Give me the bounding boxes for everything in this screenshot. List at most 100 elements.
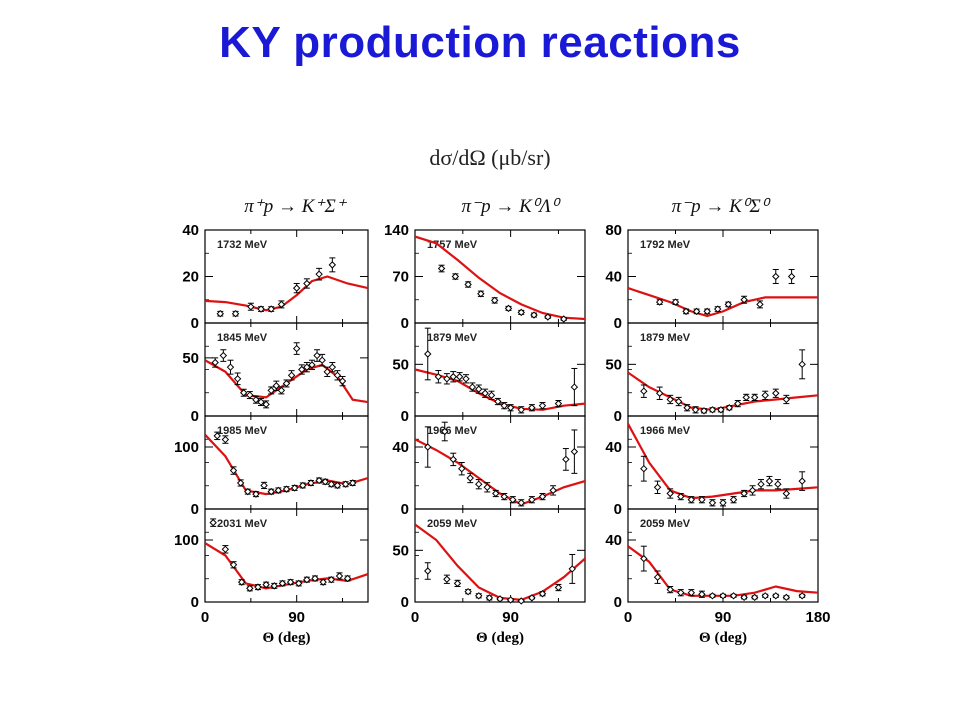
page-title: KY production reactions bbox=[219, 18, 741, 67]
data-marker bbox=[740, 593, 748, 602]
y-tick-label: 0 bbox=[191, 315, 199, 332]
data-point bbox=[740, 593, 748, 602]
data-marker bbox=[335, 572, 344, 580]
y-tick-label: 50 bbox=[605, 356, 622, 373]
data-point bbox=[254, 583, 262, 591]
data-point bbox=[475, 479, 483, 490]
data-marker bbox=[517, 308, 525, 317]
data-marker bbox=[278, 579, 287, 588]
data-point bbox=[257, 305, 265, 313]
energy-label: 1879 MeV bbox=[640, 332, 691, 344]
data-point bbox=[458, 462, 466, 476]
data-point bbox=[257, 398, 265, 407]
data-point bbox=[455, 372, 464, 382]
data-point bbox=[729, 495, 738, 504]
data-point bbox=[757, 479, 765, 490]
data-marker bbox=[687, 495, 696, 504]
data-point bbox=[677, 492, 685, 501]
data-marker bbox=[449, 455, 457, 464]
y-tick-label: 140 bbox=[384, 222, 409, 239]
data-point bbox=[538, 492, 547, 501]
data-marker bbox=[295, 579, 303, 588]
data-point bbox=[528, 594, 536, 602]
data-marker bbox=[692, 307, 701, 316]
data-marker bbox=[719, 592, 727, 600]
data-marker bbox=[500, 492, 508, 501]
data-marker bbox=[449, 373, 457, 381]
data-point bbox=[462, 374, 470, 384]
data-point bbox=[494, 397, 502, 406]
y-tick-label: 0 bbox=[401, 408, 409, 425]
data-point bbox=[343, 574, 352, 583]
x-tick-label: 90 bbox=[502, 609, 519, 626]
data-point bbox=[517, 499, 525, 507]
data-marker bbox=[299, 481, 307, 490]
data-marker bbox=[708, 406, 717, 414]
data-point bbox=[517, 406, 525, 414]
data-marker bbox=[653, 573, 662, 581]
data-marker bbox=[252, 396, 260, 404]
data-marker bbox=[290, 484, 299, 492]
data-marker bbox=[233, 375, 242, 383]
data-marker bbox=[451, 272, 460, 281]
data-point bbox=[490, 296, 499, 305]
data-marker bbox=[262, 400, 270, 409]
panel-0-0: 0 20 40 1732 MeV bbox=[182, 222, 369, 332]
data-marker bbox=[742, 393, 750, 402]
data-marker bbox=[490, 296, 499, 305]
data-point bbox=[240, 388, 248, 397]
data-point bbox=[729, 592, 738, 600]
data-point bbox=[772, 388, 780, 398]
data-point bbox=[319, 578, 327, 586]
y-tick-label: 0 bbox=[401, 594, 409, 611]
data-point bbox=[475, 384, 483, 394]
y-tick-label: 50 bbox=[392, 542, 409, 559]
data-marker bbox=[303, 575, 311, 584]
data-marker bbox=[213, 432, 221, 440]
energy-label: 1757 MeV bbox=[427, 239, 478, 251]
data-point bbox=[315, 267, 323, 281]
data-marker bbox=[219, 351, 228, 360]
data-point bbox=[237, 578, 246, 586]
data-point bbox=[517, 597, 525, 605]
data-point bbox=[434, 370, 443, 384]
data-marker bbox=[462, 375, 470, 383]
data-point bbox=[270, 582, 278, 590]
data-marker bbox=[349, 479, 357, 487]
data-marker bbox=[270, 582, 278, 590]
data-point bbox=[538, 401, 547, 410]
data-marker bbox=[748, 486, 757, 495]
data-point bbox=[724, 300, 732, 309]
data-marker bbox=[481, 389, 489, 397]
data-point bbox=[464, 280, 472, 289]
y-tick-label: 100 bbox=[174, 532, 199, 549]
energy-label: 2059 MeV bbox=[427, 518, 478, 530]
data-point bbox=[740, 295, 748, 304]
data-point bbox=[554, 583, 563, 592]
data-marker bbox=[560, 315, 568, 323]
data-marker bbox=[640, 387, 648, 395]
data-marker bbox=[333, 481, 342, 490]
data-point bbox=[756, 300, 764, 309]
data-point bbox=[761, 390, 769, 400]
data-point bbox=[682, 307, 690, 316]
data-point bbox=[504, 304, 513, 313]
model-curve bbox=[205, 542, 368, 590]
panel-1-2: 0 40 1966 MeV bbox=[392, 415, 586, 518]
data-marker bbox=[328, 261, 337, 269]
data-marker bbox=[528, 495, 536, 504]
data-marker bbox=[671, 298, 680, 306]
panel-1-1: 0 50 1879 MeV bbox=[392, 322, 586, 425]
data-point bbox=[742, 393, 750, 402]
data-marker bbox=[717, 406, 725, 414]
data-point bbox=[562, 448, 570, 471]
data-marker bbox=[318, 356, 326, 364]
data-point bbox=[213, 431, 221, 441]
data-marker bbox=[538, 401, 547, 410]
data-marker bbox=[277, 300, 286, 309]
x-axis-label: Θ (deg) bbox=[699, 630, 747, 646]
data-marker bbox=[298, 365, 306, 374]
data-point bbox=[653, 570, 662, 584]
data-point bbox=[424, 426, 432, 468]
